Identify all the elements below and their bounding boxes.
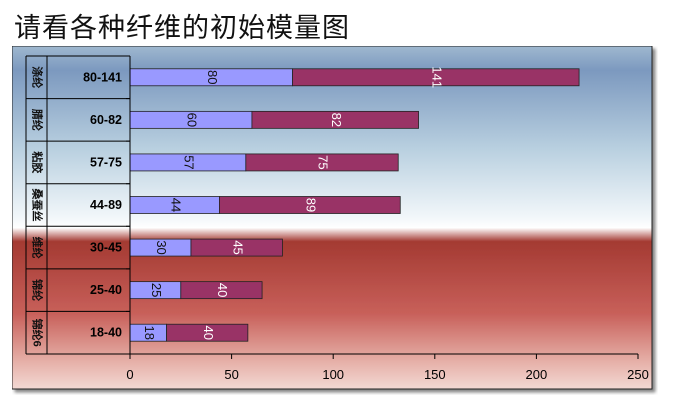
category-name: 锦纶: [31, 279, 45, 301]
data-label-series-2: 82: [329, 113, 344, 127]
x-tick-label: 250: [627, 367, 649, 382]
x-tick-label: 100: [322, 367, 344, 382]
chart: 涤纶 80-141 腈纶 60-82 粘胶 57-75 桑蚕丝 44-89 维纶 30-45 锦纶 2…: [12, 46, 653, 390]
bar-segment-series-2: [219, 196, 401, 214]
x-tick-label: 0: [126, 367, 133, 382]
category-name: 粘胶: [31, 151, 45, 173]
category-range: 80-141: [83, 70, 122, 84]
data-label-series-2: 141: [429, 66, 444, 88]
bar-segment-series-2: [245, 153, 399, 172]
bar-segment-series-2: [190, 238, 283, 257]
data-label-series-2: 45: [230, 240, 245, 254]
category-name: 桑蚕丝: [31, 188, 45, 222]
data-label-series-1: 60: [185, 113, 200, 127]
chart-background: [12, 46, 653, 390]
data-label-series-1: 25: [149, 283, 164, 297]
category-range: 44-89: [90, 198, 122, 212]
category-range: 18-40: [90, 326, 122, 340]
category-name: 腈纶: [31, 108, 45, 131]
category-name: 涤纶: [31, 66, 45, 88]
bar-segment-series-2: [292, 68, 580, 87]
data-label-series-1: 57: [181, 155, 196, 169]
data-label-series-1: 18: [142, 325, 157, 339]
category-range: 60-82: [90, 113, 122, 127]
category-name: 锦纶6: [31, 319, 45, 347]
data-label-series-1: 80: [205, 70, 220, 84]
category-range: 30-45: [90, 241, 122, 255]
data-label-series-1: 30: [154, 240, 169, 254]
bar-segment-series-2: [180, 281, 263, 300]
data-label-series-1: 44: [168, 198, 183, 212]
bar-segment-series-2: [251, 110, 419, 129]
data-label-series-2: 40: [215, 283, 230, 297]
data-label-series-2: 89: [303, 198, 318, 212]
page-title: 请看各种纤维的初始模量图: [14, 13, 350, 44]
x-tick-label: 50: [224, 367, 238, 382]
category-range: 57-75: [90, 155, 122, 169]
category-name: 维纶: [31, 237, 45, 259]
x-tick-label: 150: [424, 367, 446, 382]
data-label-series-2: 40: [201, 325, 216, 339]
data-label-series-2: 75: [316, 155, 331, 169]
bar-segment-series-2: [166, 323, 249, 342]
x-tick-label: 200: [526, 367, 548, 382]
chart-frame: 涤纶 80-141 腈纶 60-82 粘胶 57-75 桑蚕丝 44-89 维纶 30-45 锦纶 2…: [12, 46, 658, 395]
category-range: 25-40: [90, 283, 122, 297]
